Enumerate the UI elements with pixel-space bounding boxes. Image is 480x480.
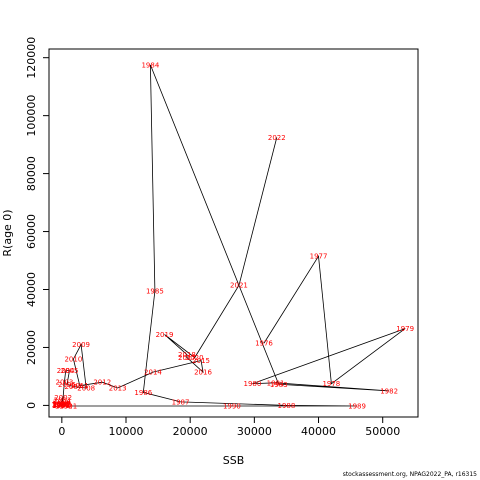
x-tick-label: 30000 bbox=[237, 425, 272, 438]
point-label-2006: 2006 bbox=[58, 381, 76, 389]
point-label-2021: 2021 bbox=[230, 282, 248, 290]
point-label-1980: 1980 bbox=[244, 380, 262, 388]
y-axis-title: R(age 0) bbox=[1, 209, 14, 256]
y-tick-label: 80000 bbox=[25, 156, 38, 191]
point-label-2010: 2010 bbox=[64, 356, 82, 364]
point-label-1982: 1982 bbox=[380, 387, 398, 395]
trajectory-line bbox=[60, 64, 406, 407]
point-label-2019: 2019 bbox=[156, 331, 174, 339]
point-label-1989: 1989 bbox=[348, 402, 366, 410]
point-label-2004: 2004 bbox=[57, 367, 75, 375]
x-tick-label: 40000 bbox=[301, 425, 336, 438]
plot-frame bbox=[48, 48, 419, 418]
point-label-2001: 2001 bbox=[54, 397, 72, 405]
point-label-2015: 2015 bbox=[192, 357, 210, 365]
point-label-2003: 2003 bbox=[55, 379, 73, 387]
y-tick-label: 120000 bbox=[25, 37, 38, 79]
point-label-1978: 1978 bbox=[322, 380, 340, 388]
point-label-2017: 2017 bbox=[178, 354, 196, 362]
point-label-2005: 2005 bbox=[61, 367, 79, 375]
point-label-2007: 2007 bbox=[64, 383, 82, 391]
point-label-1993: 1993 bbox=[52, 402, 70, 410]
point-label-2018: 2018 bbox=[178, 351, 196, 359]
point-label-2012: 2012 bbox=[93, 379, 111, 387]
point-label-1999: 1999 bbox=[54, 401, 72, 409]
point-label-1984: 1984 bbox=[141, 61, 159, 69]
point-label-1977: 1977 bbox=[310, 253, 328, 261]
x-axis: 0 10000 20000 30000 40000 50000 bbox=[58, 416, 400, 438]
point-label-1985: 1985 bbox=[146, 287, 164, 295]
point-label-1996: 1996 bbox=[51, 401, 69, 409]
point-label-1992: 1992 bbox=[55, 402, 73, 410]
point-label-1983: 1983 bbox=[270, 381, 288, 389]
year-labels: 1976 1977 1978 1979 1980 1981 1982 1983 1984 1985… bbox=[51, 61, 414, 410]
point-label-1986: 1986 bbox=[134, 389, 152, 397]
point-label-2009: 2009 bbox=[72, 341, 90, 349]
point-label-2013: 2013 bbox=[109, 385, 127, 393]
x-tick-label: 20000 bbox=[173, 425, 208, 438]
point-label-1988: 1988 bbox=[278, 402, 296, 410]
point-label-1979: 1979 bbox=[396, 325, 414, 333]
point-label-1991: 1991 bbox=[59, 402, 77, 410]
point-label-1998: 1998 bbox=[52, 400, 70, 408]
x-tick-label: 50000 bbox=[365, 425, 400, 438]
y-axis: 0 20000 40000 60000 80000 100000 120000 bbox=[25, 37, 50, 409]
y-tick-label: 40000 bbox=[25, 272, 38, 307]
point-label-1997: 1997 bbox=[53, 400, 71, 408]
x-axis-title: SSB bbox=[223, 454, 245, 467]
y-tick-label: 100000 bbox=[25, 95, 38, 137]
y-tick-label: 20000 bbox=[25, 330, 38, 365]
point-label-1995: 1995 bbox=[52, 401, 70, 409]
point-label-2011: 2011 bbox=[71, 382, 89, 390]
point-label-2008: 2008 bbox=[77, 385, 95, 393]
series-line bbox=[60, 64, 406, 407]
point-label-2016: 2016 bbox=[194, 369, 212, 377]
point-label-1981: 1981 bbox=[267, 379, 285, 387]
point-label-1994: 1994 bbox=[52, 401, 70, 409]
point-label-2000: 2000 bbox=[53, 398, 71, 406]
point-label-1990: 1990 bbox=[223, 402, 241, 410]
point-label-2020: 2020 bbox=[186, 354, 204, 362]
source-footnote: stockassessment.org, NPAG2022_PA, r16315 bbox=[342, 471, 477, 478]
point-label-1976: 1976 bbox=[255, 340, 273, 348]
x-tick-label: 0 bbox=[58, 425, 65, 438]
y-tick-label: 60000 bbox=[25, 214, 38, 249]
point-label-1987: 1987 bbox=[172, 398, 190, 406]
y-tick-label: 0 bbox=[25, 402, 38, 409]
x-tick-label: 10000 bbox=[109, 425, 144, 438]
point-label-2002: 2002 bbox=[54, 394, 72, 402]
point-label-2014: 2014 bbox=[144, 369, 162, 377]
point-label-2022: 2022 bbox=[268, 134, 286, 142]
